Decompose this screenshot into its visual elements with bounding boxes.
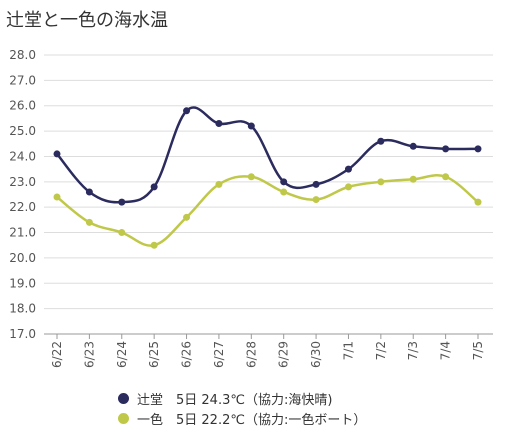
data-point[interactable] [280,178,288,186]
data-point[interactable] [442,173,450,181]
y-tick-label: 25.0 [9,124,36,138]
legend-label-tsujido: 辻堂 5日 24.3℃（協力:海快晴) [137,392,333,408]
x-tick-label: 6/27 [212,341,226,368]
data-point[interactable] [150,241,158,249]
data-point[interactable] [312,196,320,204]
data-point[interactable] [85,188,93,196]
data-point[interactable] [247,122,255,130]
data-point[interactable] [183,213,191,221]
y-tick-label: 17.0 [9,327,36,341]
y-tick-label: 24.0 [9,149,36,163]
x-tick-label: 7/3 [406,341,420,360]
data-point[interactable] [344,165,352,173]
legend-label-isshiki: 一色 5日 22.2℃（協力:一色ボート） [137,412,367,428]
x-tick-label: 6/29 [277,341,291,368]
x-tick-label: 6/24 [115,341,129,368]
data-point[interactable] [247,173,255,181]
data-point[interactable] [442,145,450,153]
legend-swatch-isshiki [118,412,129,424]
x-tick-label: 6/26 [180,341,194,368]
data-point[interactable] [474,145,482,153]
x-tick-label: 6/30 [309,341,323,368]
x-tick-label: 6/25 [147,341,161,368]
x-tick-label: 6/22 [50,341,64,368]
data-point[interactable] [53,193,61,201]
y-axis-ticks: 17.0 18.0 19.0 20.0 21.0 22.0 23.0 24.0 25.0 26.0… [9,48,36,341]
x-axis-ticks: 6/22 6/23 6/24 6/25 6/26 6/27 6/28 6/29 6/30 7/1 7… [50,334,485,368]
data-point[interactable] [215,119,223,127]
chart-title: 辻堂と一色の海水温 [6,10,168,31]
data-point[interactable] [118,198,126,206]
data-point[interactable] [215,180,223,188]
y-tick-label: 28.0 [9,48,36,62]
grid-lines [44,54,493,335]
data-point[interactable] [344,183,352,191]
data-point[interactable] [85,218,93,226]
series-0 [53,106,482,206]
series-line [56,106,479,204]
y-tick-label: 19.0 [9,276,36,290]
data-point[interactable] [280,188,288,196]
legend: 辻堂 5日 24.3℃（協力:海快晴) 一色 5日 22.2℃（協力:一色ボート… [118,388,366,428]
data-point[interactable] [409,175,417,183]
x-tick-label: 7/2 [374,341,388,360]
data-point[interactable] [312,180,320,188]
data-point[interactable] [377,137,385,145]
y-tick-label: 26.0 [9,99,36,113]
data-point[interactable] [474,198,482,206]
x-tick-label: 6/28 [244,341,258,368]
x-tick-label: 7/5 [471,341,485,360]
y-tick-label: 21.0 [9,226,36,240]
y-tick-label: 23.0 [9,175,36,189]
data-point[interactable] [150,183,158,191]
series-layer [53,106,482,249]
data-point[interactable] [183,107,191,115]
y-tick-label: 27.0 [9,73,36,87]
x-tick-label: 7/4 [439,341,453,360]
x-tick-label: 6/23 [82,341,96,368]
y-tick-label: 22.0 [9,200,36,214]
y-tick-label: 20.0 [9,251,36,265]
legend-item-tsujido[interactable]: 辻堂 5日 24.3℃（協力:海快晴) [118,388,366,408]
legend-item-isshiki[interactable]: 一色 5日 22.2℃（協力:一色ボート） [118,408,366,428]
data-point[interactable] [409,142,417,150]
data-point[interactable] [118,229,126,237]
series-1 [53,173,482,249]
legend-swatch-tsujido [118,392,129,404]
x-tick-label: 7/1 [341,341,355,360]
y-tick-label: 18.0 [9,302,36,316]
data-point[interactable] [53,150,61,158]
data-point[interactable] [377,178,385,186]
